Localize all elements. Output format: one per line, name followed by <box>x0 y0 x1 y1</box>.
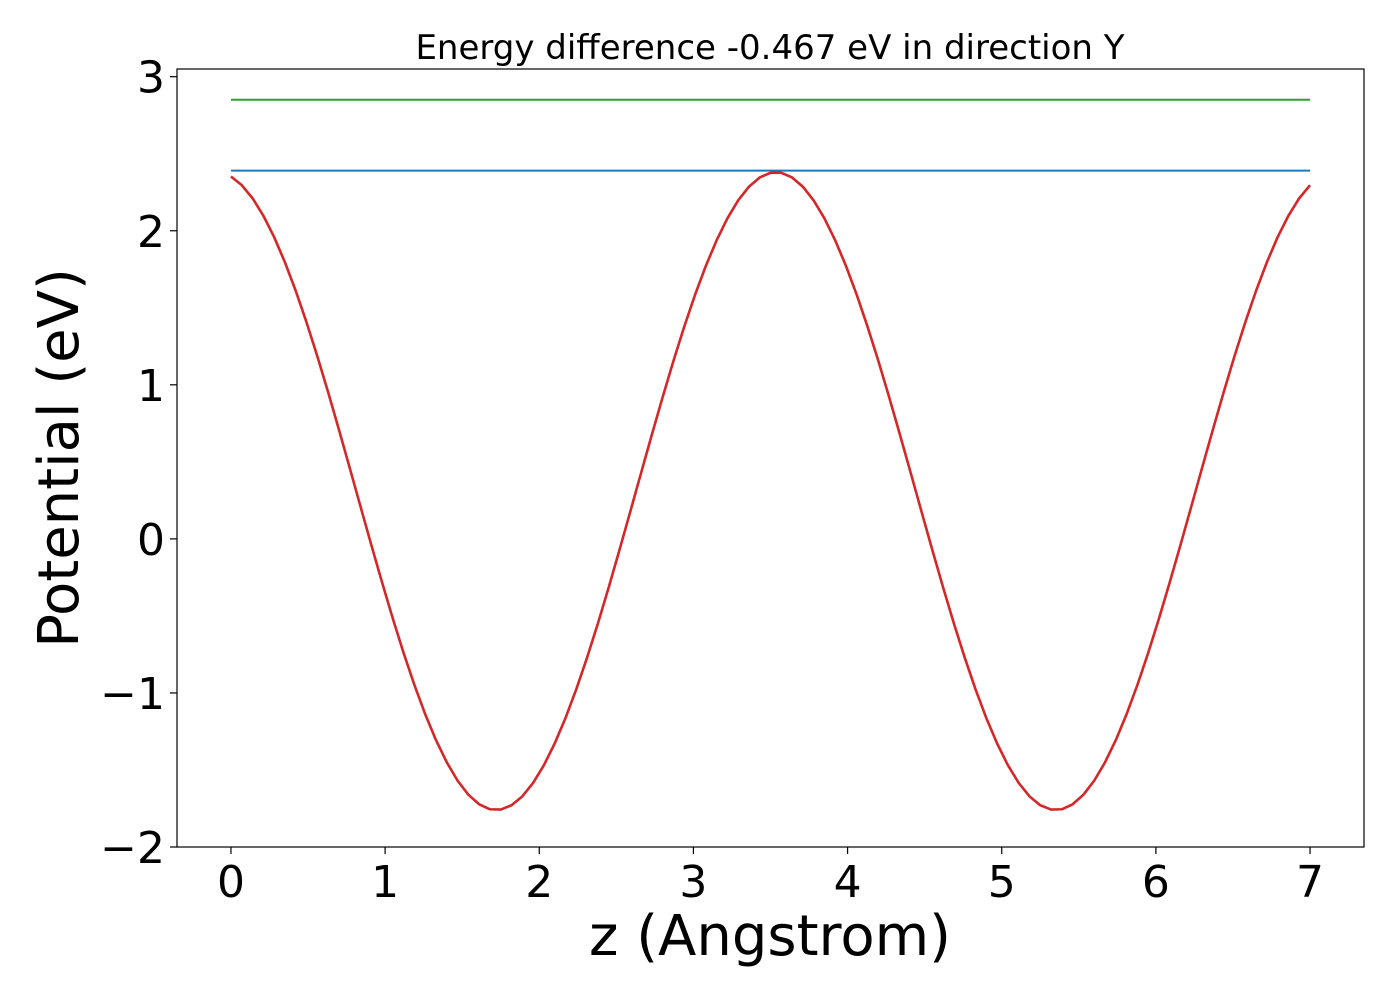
y-tick-label: 1 <box>137 361 165 412</box>
y-tick-label: 0 <box>137 515 165 566</box>
y-tick-label: 3 <box>137 53 165 104</box>
x-tick-label: 7 <box>1296 857 1324 908</box>
x-axis: 0 1 2 3 4 5 6 7 <box>217 847 1324 908</box>
y-axis: −2 −1 0 1 2 3 <box>100 53 177 874</box>
series-layer <box>230 98 1312 811</box>
x-axis-title: z (Angstrom) <box>589 904 951 969</box>
x-tick-label: 6 <box>1142 857 1170 908</box>
plot-frame <box>176 68 1365 848</box>
y-axis-title: Potential (eV) <box>27 268 92 648</box>
y-tick-label: −2 <box>100 823 165 874</box>
x-tick-label: 2 <box>525 857 553 908</box>
x-tick-label: 0 <box>217 857 245 908</box>
x-tick-label: 1 <box>371 857 399 908</box>
plot-area <box>176 68 1365 848</box>
x-tick-label: 5 <box>988 857 1016 908</box>
y-tick-label: −1 <box>100 669 165 720</box>
x-tick-label: 4 <box>834 857 862 908</box>
chart-title: Energy difference -0.467 eV in direction… <box>415 28 1124 68</box>
x-tick-label: 3 <box>679 857 707 908</box>
series-curve-0 <box>230 171 1312 811</box>
y-tick-label: 2 <box>137 207 165 258</box>
